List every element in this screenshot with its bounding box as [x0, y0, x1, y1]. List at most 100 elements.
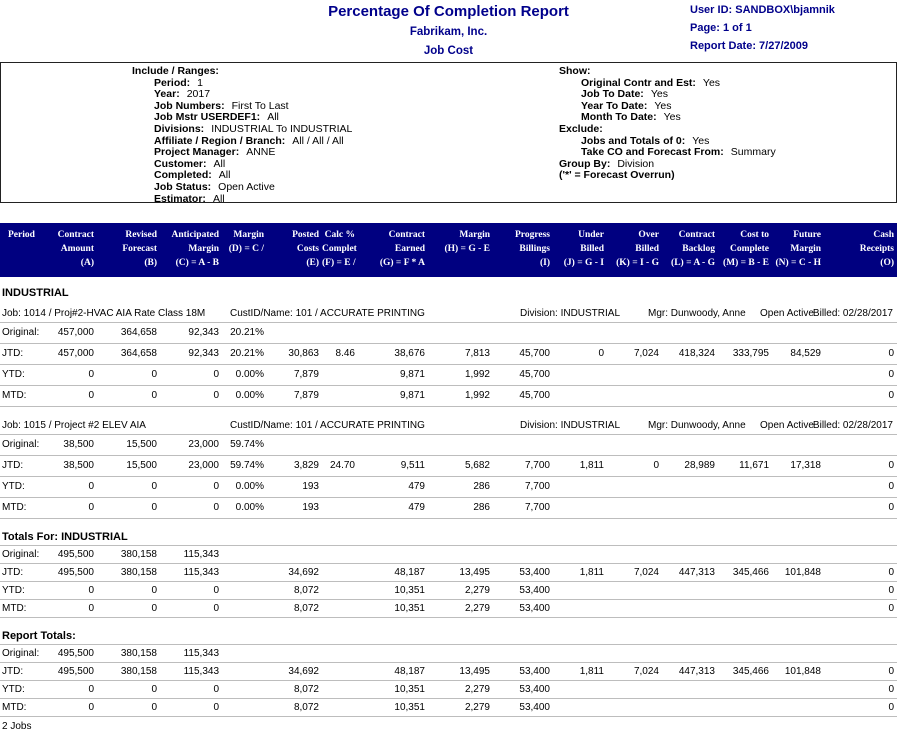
include-ranges-title: Include / Ranges:	[132, 65, 219, 77]
cell-value: 193	[302, 481, 319, 492]
exclude-item: Take CO and Forecast From: Summary	[559, 146, 776, 159]
column-header: Margin (D) = C /	[228, 230, 264, 254]
cell-value: 0	[888, 666, 894, 677]
param-value: Yes	[663, 111, 681, 124]
cell-value: 53,400	[519, 585, 550, 596]
cell-value: 59.74%	[230, 460, 264, 471]
column-header: Posted Costs (E)	[292, 230, 319, 268]
job-meta-billed: Billed: 02/28/2017	[812, 308, 893, 319]
division-heading: INDUSTRIAL	[2, 287, 69, 299]
data-row: MTD: 0 0 0 0.00% 7,879 9,871 1,992 45,700 0	[0, 386, 897, 407]
cell-value	[553, 435, 607, 455]
cell-value: 0	[598, 348, 604, 359]
cell-value	[662, 477, 718, 497]
cell-value	[772, 699, 824, 716]
cell-value: 0	[151, 502, 157, 513]
cell-value	[553, 365, 607, 385]
row-label: MTD:	[2, 702, 27, 713]
show-item: Month To Date: Yes	[559, 112, 776, 124]
cell-value	[553, 681, 607, 698]
cell-value: 34,692	[288, 567, 319, 578]
exclude-title: Exclude:	[559, 122, 603, 135]
cell-value: 479	[408, 481, 425, 492]
param-label: Year To Date:	[581, 99, 648, 112]
cell-value: 28,989	[684, 460, 715, 471]
cell-value	[607, 498, 662, 518]
column-header: Contract Earned (G) = F * A	[379, 230, 425, 268]
cell-value	[718, 582, 772, 599]
include-item: Customer: All	[132, 158, 532, 171]
cell-value: 8.46	[335, 348, 355, 359]
show-item: Year To Date: Yes	[559, 99, 776, 113]
job-rows: Original: 457,000 364,658 92,343 20.21% JTD: 4…	[0, 323, 897, 407]
report-header: Percentage Of Completion Report Fabrikam…	[0, 0, 897, 62]
row-label: JTD:	[2, 666, 24, 677]
job-meta-division: Division: INDUSTRIAL	[520, 308, 621, 319]
param-value: All	[212, 192, 225, 205]
cell-value: 7,700	[524, 481, 550, 492]
cell-value	[607, 435, 662, 455]
column-header: Calc % Complet (F) = E /	[322, 230, 357, 268]
cell-value	[553, 582, 607, 599]
param-label: Job To Date:	[581, 88, 644, 101]
cell-value: 193	[302, 502, 319, 513]
cell-value: 0	[88, 502, 94, 513]
report-meta-line: User ID: SANDBOX\bjamnik	[690, 4, 835, 16]
cell-value: 15,500	[126, 460, 157, 471]
cell-value: 38,676	[394, 348, 425, 359]
cell-value	[662, 600, 718, 617]
param-label: Year:	[154, 88, 180, 101]
include-item: Divisions: INDUSTRIAL To INDUSTRIAL	[132, 122, 532, 136]
cell-value	[607, 323, 662, 343]
cell-value	[358, 323, 428, 343]
report-title: Percentage Of Completion Report	[328, 3, 569, 20]
row-label: MTD:	[2, 603, 27, 614]
cell-value	[553, 386, 607, 406]
cell-value	[493, 645, 553, 662]
cell-value: 1,811	[579, 567, 604, 578]
cell-value	[718, 699, 772, 716]
cell-value	[222, 645, 267, 662]
cell-value: 53,400	[519, 603, 550, 614]
cell-value: 45,700	[519, 348, 550, 359]
cell-value	[222, 546, 267, 563]
report-meta-line: Page: 1 of 1	[690, 22, 752, 34]
cell-value: 9,871	[399, 390, 425, 401]
cell-value: 23,000	[188, 439, 219, 450]
cell-value	[607, 582, 662, 599]
cell-value	[607, 645, 662, 662]
column-header: Future Margin (N) = C - H	[775, 230, 821, 268]
cell-value: 115,343	[183, 666, 219, 677]
include-ranges-panel: Include / Ranges: Period: 1 Year: 2017 Job Nu…	[132, 65, 532, 205]
cell-value: 333,795	[732, 348, 769, 359]
cell-value: 0	[888, 567, 894, 578]
cell-value: 10,351	[394, 603, 425, 614]
cell-value: 15,500	[126, 439, 157, 450]
row-label: Original:	[2, 648, 40, 659]
cell-value: 286	[473, 481, 490, 492]
cell-value: 10,351	[394, 702, 425, 713]
param-value: INDUSTRIAL To INDUSTRIAL	[211, 122, 353, 135]
cell-value: 0	[213, 585, 219, 596]
param-label: Month To Date:	[581, 111, 657, 124]
cell-value	[322, 498, 358, 518]
data-row: MTD: 0 0 0 8,072 10,351 2,279 53,400 0	[0, 699, 897, 717]
job-meta-mgr: Mgr: Dunwoody, Anne	[648, 308, 746, 319]
jobs-count: 2 Jobs	[2, 721, 32, 732]
cell-value: 92,343	[188, 327, 219, 338]
cell-value: 0	[213, 390, 219, 401]
cell-value: 0.00%	[235, 502, 264, 513]
param-value: All / All / All	[292, 134, 344, 147]
cell-value: 10,351	[394, 684, 425, 695]
param-label: Divisions:	[154, 122, 205, 135]
cell-value: 0	[888, 481, 894, 492]
cell-value: 1,811	[579, 460, 604, 471]
cell-value: 84,529	[790, 348, 821, 359]
param-value: 1	[197, 76, 204, 89]
cell-value: 0	[888, 460, 894, 471]
totals-heading: Report Totals:	[0, 628, 897, 645]
cell-value: 0	[88, 390, 94, 401]
cell-value: 495,500	[57, 648, 94, 659]
cell-value: 0	[88, 684, 94, 695]
data-row: MTD: 0 0 0 8,072 10,351 2,279 53,400 0	[0, 600, 897, 618]
